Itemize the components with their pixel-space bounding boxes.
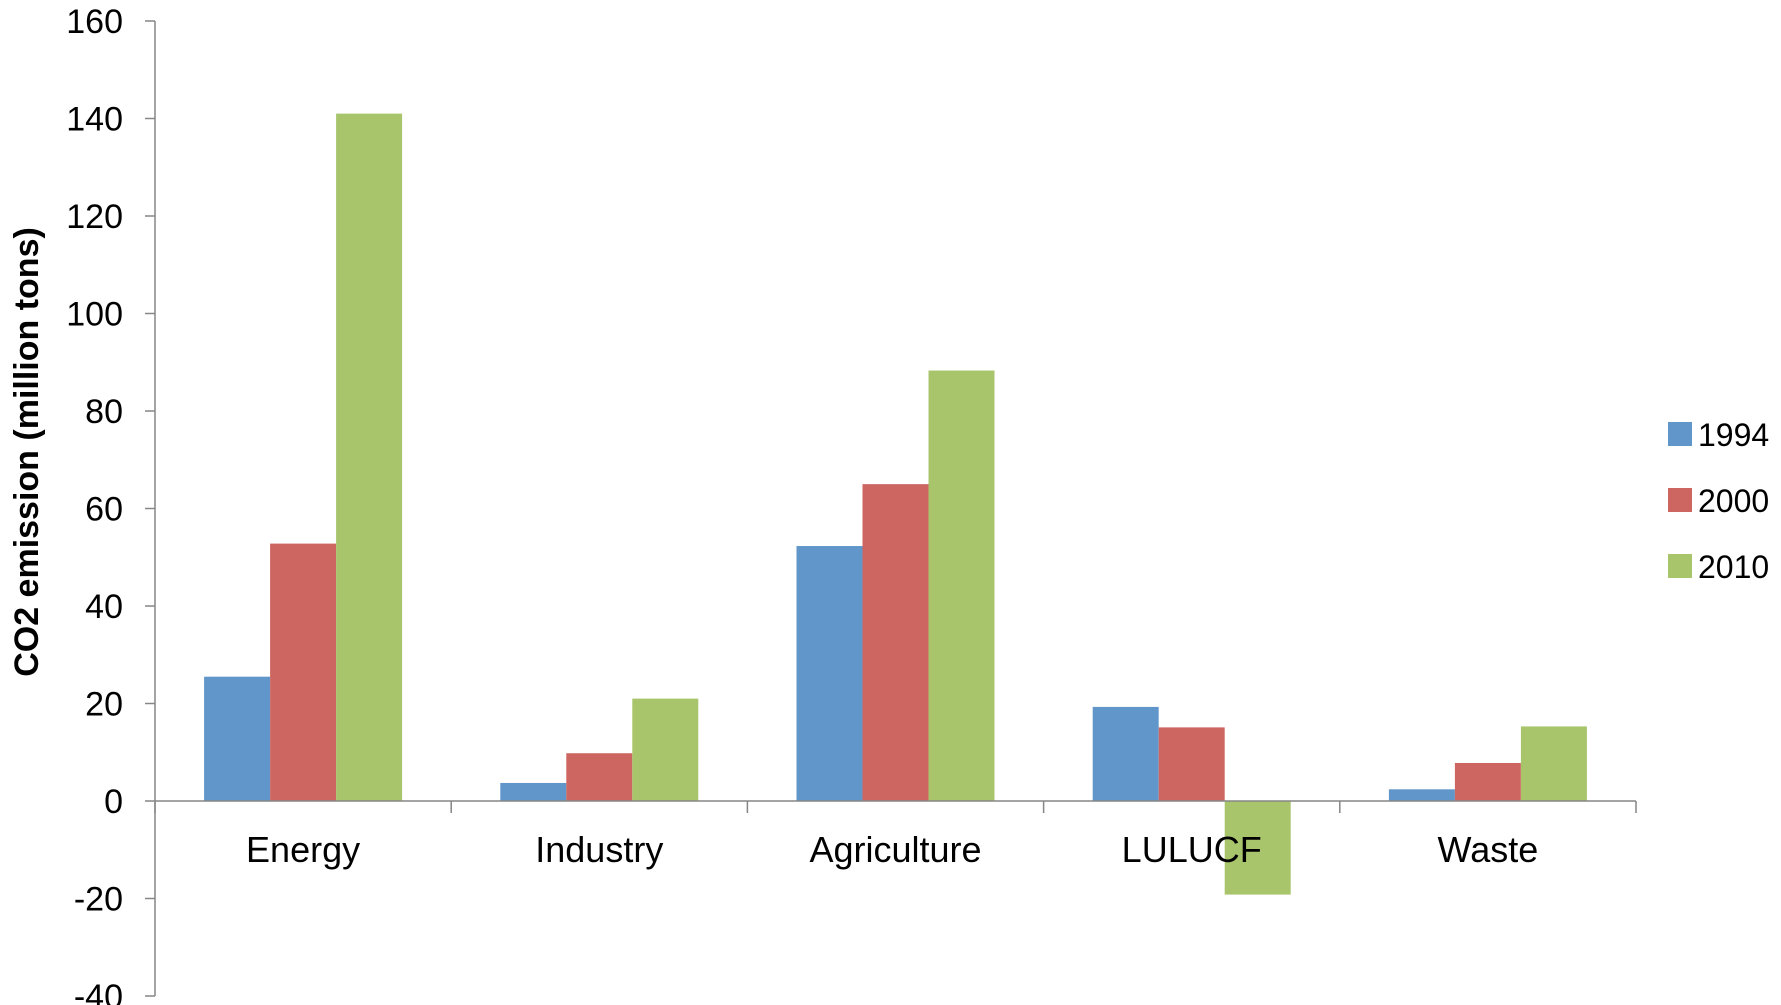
legend-label: 2010 [1698,549,1769,585]
y-tick-label: 80 [85,393,123,431]
legend: 1994 2000 2010 [1668,417,1769,585]
bar-industry-1994 [500,782,567,801]
legend-label: 2000 [1698,483,1769,519]
bar-waste-1994 [1388,789,1455,801]
bar-agriculture-2010 [928,370,995,801]
x-axis-ticks [154,801,1637,813]
x-category-label: Waste [1438,829,1539,870]
legend-swatch-2000 [1668,488,1692,512]
y-tick-label: 140 [66,101,123,139]
y-axis-ticks: -40 -20 0 20 40 60 80 100 120 140 160 [66,3,155,1005]
bar-energy-2000 [270,543,337,801]
bars [204,113,1587,895]
bar-energy-1994 [204,676,271,801]
y-axis-label: CO2 emission (million tons) [8,227,46,677]
bar-lulucf-2000 [1158,727,1225,801]
bar-industry-2000 [566,753,633,801]
bar-agriculture-2000 [862,484,929,801]
y-tick-label: 100 [66,296,123,334]
x-category-label: Energy [246,829,360,870]
bar-industry-2010 [632,698,699,801]
y-tick-label: 0 [104,783,123,821]
y-tick-label: 20 [85,686,123,724]
legend-swatch-1994 [1668,422,1692,446]
bar-waste-2000 [1454,762,1521,801]
x-category-label: Agriculture [809,829,981,870]
legend-swatch-2010 [1668,554,1692,578]
y-tick-label: 120 [66,198,123,236]
legend-label: 1994 [1698,417,1769,453]
x-axis-category-labels: Energy Industry Agriculture LULUCF Waste [246,829,1538,870]
bar-waste-2010 [1520,726,1587,801]
bar-energy-2010 [336,113,403,801]
y-tick-label: -20 [74,881,123,919]
x-category-label: Industry [535,829,663,870]
bar-agriculture-1994 [796,546,863,801]
bar-lulucf-2010 [1224,801,1291,895]
y-tick-label: 60 [85,491,123,529]
y-tick-label: -40 [74,978,123,1005]
y-tick-label: 160 [66,3,123,41]
x-category-label: LULUCF [1122,829,1262,870]
bar-lulucf-1994 [1092,706,1159,801]
y-tick-label: 40 [85,588,123,626]
